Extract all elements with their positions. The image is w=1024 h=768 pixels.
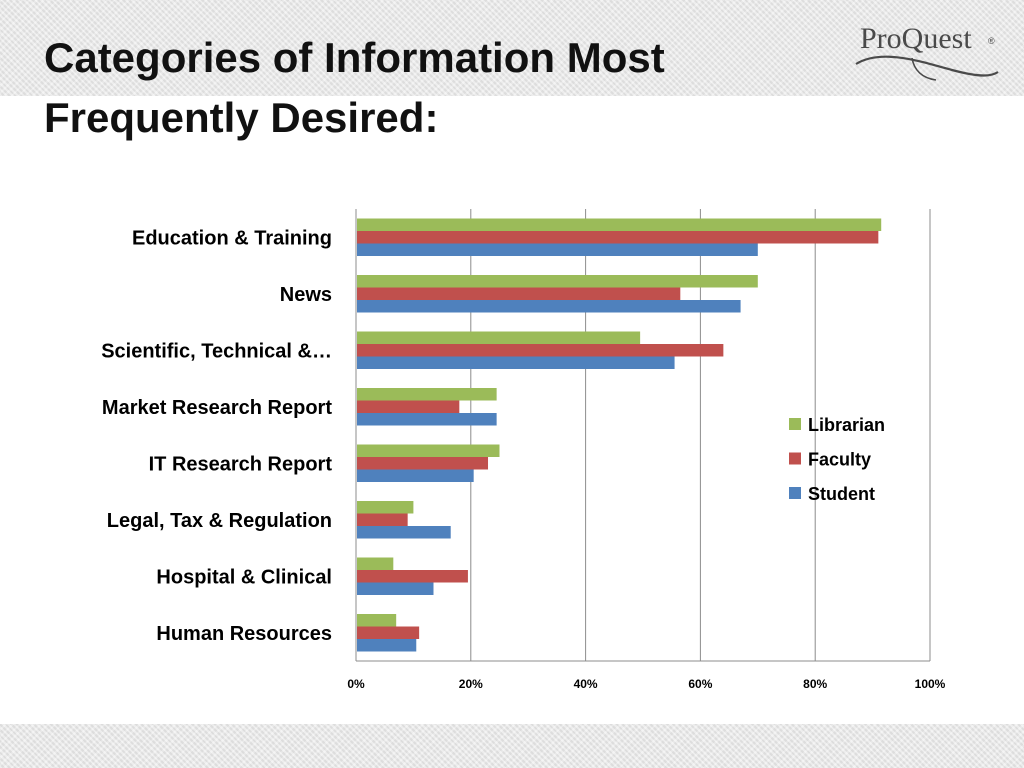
bar-faculty	[357, 570, 468, 583]
bar-student	[357, 526, 451, 539]
logo-registered-mark: ®	[988, 36, 995, 46]
bar-student	[357, 356, 675, 369]
x-tick-label: 20%	[459, 677, 483, 691]
bar-faculty	[357, 457, 489, 470]
category-label: Hospital & Clinical	[156, 566, 332, 588]
slide-title: Categories of Information Most Frequentl…	[44, 28, 764, 148]
category-label: Scientific, Technical &…	[101, 340, 332, 362]
bar-faculty	[357, 400, 460, 413]
legend-swatch-student	[789, 487, 801, 499]
logo-wordmark: ProQuest	[860, 22, 972, 55]
bar-faculty	[357, 231, 879, 244]
footer-band	[0, 724, 1024, 768]
bar-student	[357, 639, 417, 652]
x-tick-label: 40%	[574, 677, 598, 691]
bar-faculty	[357, 513, 408, 526]
x-tick-label: 60%	[688, 677, 712, 691]
bar-student	[357, 582, 434, 595]
bar-librarian	[357, 444, 500, 457]
bar-librarian	[357, 388, 497, 401]
bar-librarian	[357, 331, 641, 344]
bar-student	[357, 413, 497, 426]
logo-swoosh	[855, 55, 999, 77]
category-label: News	[280, 284, 332, 306]
category-label: Legal, Tax & Regulation	[107, 510, 332, 532]
bar-faculty	[357, 287, 681, 300]
x-tick-label: 100%	[915, 677, 946, 691]
logo-swoosh-accent	[911, 57, 937, 81]
legend-swatch-librarian	[789, 418, 801, 430]
bar-student	[357, 300, 741, 313]
bar-faculty	[357, 626, 420, 639]
legend: Librarian Faculty Student	[789, 415, 885, 504]
category-label: Market Research Report	[102, 397, 332, 419]
legend-label-faculty: Faculty	[808, 450, 871, 470]
x-tick-label: 80%	[803, 677, 827, 691]
bar-series	[357, 218, 882, 652]
header-band	[0, 0, 1024, 96]
legend-swatch-faculty	[789, 452, 801, 465]
category-labels: Education & Training News Scientific, Tech…	[101, 227, 332, 645]
bar-librarian	[357, 614, 397, 627]
bar-student	[357, 243, 758, 256]
legend-label-librarian: Librarian	[808, 415, 885, 435]
x-axis-ticks: 0% 20% 40% 60% 80% 100%	[347, 677, 945, 691]
x-tick-label: 0%	[347, 677, 365, 691]
bar-librarian	[357, 501, 414, 514]
slide-title-line-1: Categories of Information Most	[44, 34, 665, 81]
bar-faculty	[357, 344, 724, 357]
bar-librarian	[357, 218, 882, 231]
slide-title-line-2: Frequently Desired:	[44, 94, 439, 141]
bar-librarian	[357, 557, 394, 570]
bar-librarian	[357, 275, 758, 288]
category-label: Human Resources	[156, 623, 332, 645]
category-label: Education & Training	[132, 227, 332, 249]
legend-label-student: Student	[808, 484, 875, 504]
bar-student	[357, 469, 474, 482]
proquest-logo: ProQuest ®	[855, 22, 999, 81]
category-label: IT Research Report	[149, 453, 333, 475]
